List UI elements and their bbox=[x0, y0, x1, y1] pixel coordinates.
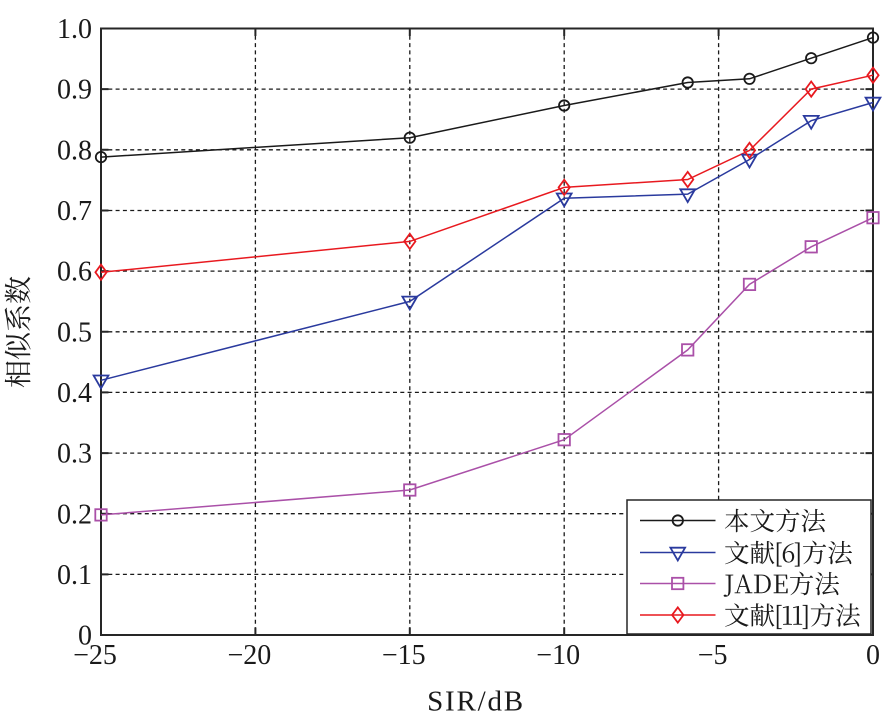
svg-text:0.4: 0.4 bbox=[57, 378, 92, 409]
svg-text:0.5: 0.5 bbox=[57, 317, 92, 348]
svg-text:0.8: 0.8 bbox=[57, 135, 92, 166]
svg-text:−5: −5 bbox=[698, 640, 728, 671]
svg-text:0.2: 0.2 bbox=[57, 499, 92, 530]
svg-text:1.0: 1.0 bbox=[57, 14, 92, 45]
svg-text:0.7: 0.7 bbox=[57, 196, 92, 227]
svg-text:0: 0 bbox=[78, 621, 92, 652]
svg-text:−10: −10 bbox=[536, 640, 580, 671]
svg-text:0: 0 bbox=[866, 640, 880, 671]
svg-text:−20: −20 bbox=[228, 640, 272, 671]
svg-text:0.9: 0.9 bbox=[57, 75, 92, 106]
svg-text:0.3: 0.3 bbox=[57, 439, 92, 470]
svg-text:0.1: 0.1 bbox=[57, 560, 92, 591]
svg-text:−25: −25 bbox=[73, 640, 117, 671]
svg-text:SIR/dB: SIR/dB bbox=[427, 686, 525, 717]
svg-text:0.6: 0.6 bbox=[57, 257, 92, 288]
svg-text:−15: −15 bbox=[382, 640, 426, 671]
